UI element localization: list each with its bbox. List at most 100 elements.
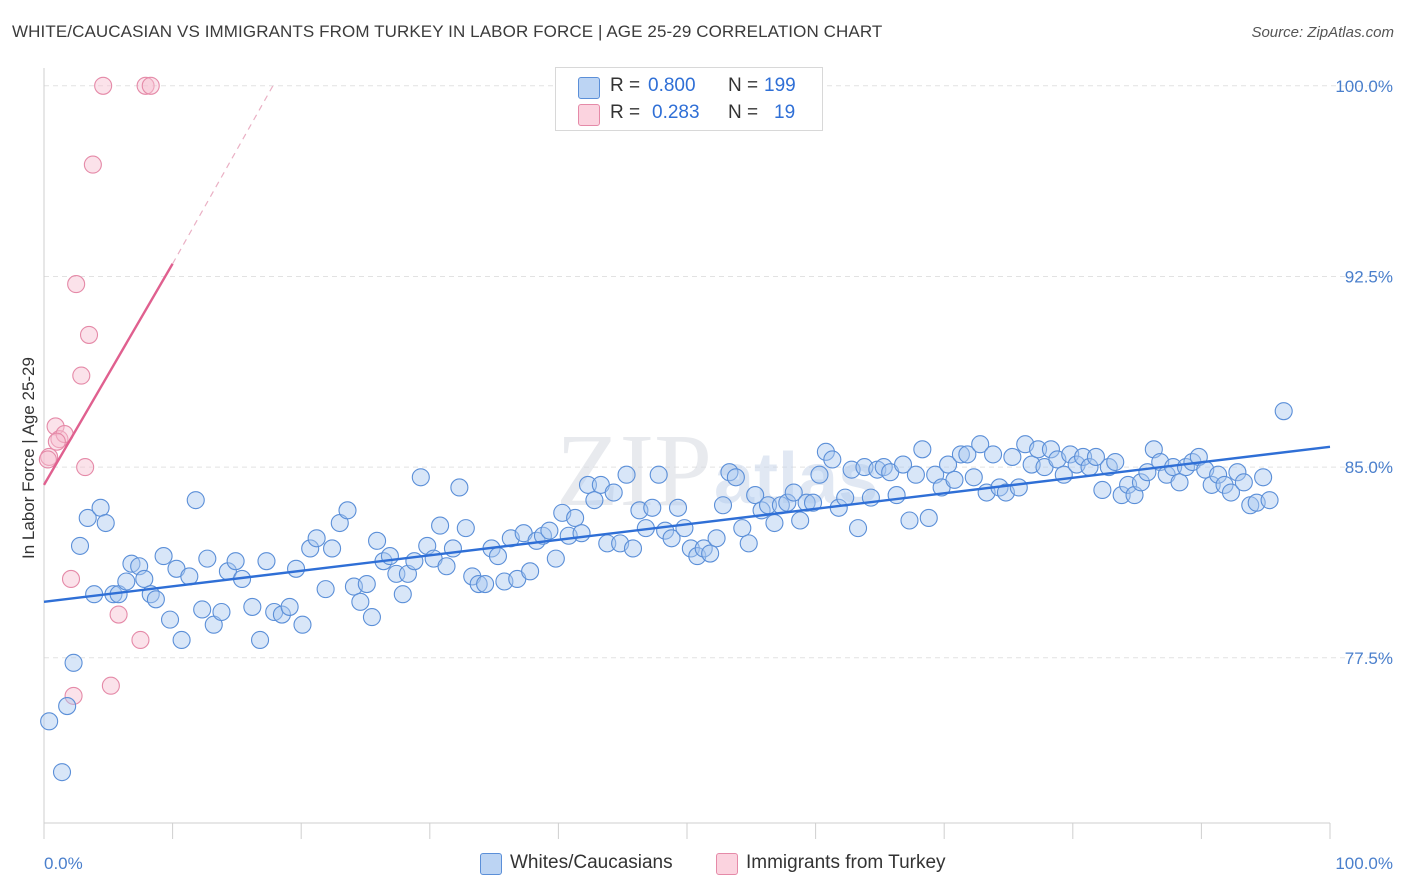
data-point-whites (1041, 440, 1060, 459)
data-point-whites (675, 519, 694, 538)
data-point-whites (1170, 473, 1189, 492)
data-point-whites (91, 498, 110, 517)
data-point-whites (180, 567, 199, 586)
data-point-whites (726, 468, 745, 487)
data-point-whites (540, 521, 559, 540)
data-point-whites (257, 552, 276, 571)
data-point-whites (1254, 468, 1273, 487)
data-point-whites (411, 468, 430, 487)
tick-labels: 77.5% 85.0% 92.5% 100.0% 0.0% 100.0% (44, 77, 1393, 873)
data-point-turkey (136, 76, 155, 95)
data-point-whites (739, 534, 758, 553)
data-point-whites (368, 531, 387, 550)
data-point-whites (96, 513, 115, 533)
series-whites-caucasians (40, 402, 1293, 782)
data-point-whites (58, 697, 77, 716)
data-point-whites (476, 574, 495, 594)
data-point-whites (307, 529, 326, 548)
legend-n-label: N = (728, 75, 759, 96)
data-point-whites (1209, 465, 1228, 484)
data-point-whites (810, 465, 829, 484)
data-point-whites (1003, 447, 1022, 466)
data-point-whites (964, 468, 983, 487)
data-point-whites (971, 435, 990, 454)
data-point-whites (713, 496, 733, 515)
data-point-whites (701, 544, 720, 563)
data-point-whites (226, 552, 245, 571)
data-point-turkey (141, 76, 160, 95)
data-point-whites (566, 508, 585, 527)
legend-n-value: 19 (774, 102, 796, 123)
data-point-whites (117, 572, 136, 591)
data-point-turkey (83, 155, 102, 174)
data-point-whites (572, 524, 591, 543)
data-point-whites (488, 547, 508, 566)
chart-title: WHITE/CAUCASIAN VS IMMIGRANTS FROM TURKE… (12, 22, 883, 41)
data-point-whites (913, 440, 932, 459)
data-point-whites (1029, 440, 1048, 459)
y-axis-label: In Labor Force | Age 25-29 (19, 357, 38, 559)
data-point-whites (1131, 473, 1151, 492)
data-point-whites (293, 615, 312, 634)
data-point-turkey (131, 630, 150, 650)
bottom-legend-swatch-blue (480, 853, 502, 875)
data-point-whites (521, 562, 540, 581)
data-point-whites (797, 493, 816, 512)
data-point-whites (984, 445, 1003, 464)
data-point-whites (431, 516, 450, 535)
y-tick-label: 77.5% (1345, 649, 1393, 668)
data-point-turkey (38, 450, 57, 469)
data-point-whites (172, 630, 191, 650)
data-point-whites (578, 475, 598, 494)
data-point-whites (1106, 452, 1125, 472)
data-point-whites (945, 470, 964, 489)
data-point-whites (280, 597, 299, 616)
data-point-turkey (94, 76, 113, 95)
data-point-whites (900, 511, 919, 530)
axes (43, 68, 1331, 839)
legend-swatch-blue (578, 77, 600, 99)
legend-swatch-pink (578, 104, 600, 126)
data-point-whites (52, 763, 72, 782)
data-point-whites (1202, 475, 1221, 494)
data-point-whites (848, 519, 868, 538)
data-point-whites (887, 486, 906, 505)
trendline-turkey-extension (172, 85, 274, 265)
data-point-whites (287, 559, 306, 578)
data-point-turkey (47, 432, 66, 451)
data-point-whites (1009, 478, 1028, 497)
data-point-whites (78, 508, 97, 527)
legend-r-value: 0.800 (648, 75, 696, 96)
data-point-turkey (64, 686, 83, 705)
data-point-turkey (61, 569, 81, 589)
x-tick-label: 100.0% (1335, 854, 1393, 873)
data-point-whites (362, 608, 381, 627)
data-point-whites (64, 653, 83, 672)
data-point-whites (546, 549, 565, 568)
data-point-whites (212, 602, 231, 622)
data-point-whites (668, 498, 688, 517)
data-point-whites (338, 501, 357, 520)
data-point-whites (707, 529, 726, 548)
data-point-whites (1215, 475, 1234, 494)
data-point-turkey (79, 325, 99, 344)
data-point-whites (681, 539, 700, 558)
data-point-whites (649, 465, 668, 484)
data-point-whites (243, 597, 262, 616)
data-point-whites (450, 478, 469, 497)
data-point-whites (323, 539, 342, 558)
trendline-turkey (42, 263, 174, 486)
data-point-whites (746, 486, 765, 505)
data-point-whites (193, 600, 212, 619)
data-point-whites (146, 590, 165, 609)
bottom-legend-label: Immigrants from Turkey (746, 852, 946, 873)
legend-r-value: 0.283 (652, 102, 700, 123)
data-point-whites (1221, 483, 1241, 502)
data-point-whites (765, 513, 784, 533)
data-point-whites (958, 445, 977, 464)
data-point-whites (784, 483, 803, 502)
data-point-turkey (101, 676, 120, 695)
data-point-whites (154, 547, 173, 566)
data-point-whites (250, 630, 270, 650)
data-point-whites (198, 549, 217, 568)
